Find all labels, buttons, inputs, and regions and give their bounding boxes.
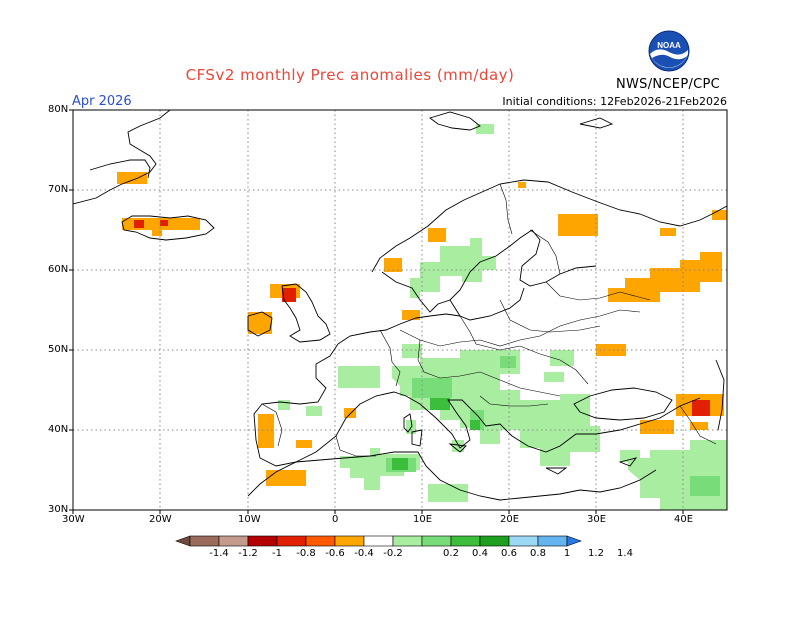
- colorbar-tick-label: -1.4: [209, 548, 229, 559]
- colorbar-tick-label: -1: [272, 548, 282, 559]
- chart-title: CFSv2 monthly Prec anomalies (mm/day): [185, 66, 515, 84]
- colorbar-tick-label: 1.2: [588, 548, 604, 559]
- lon-label: 10E: [413, 514, 433, 525]
- coastlines: [73, 110, 727, 501]
- lon-label: 40E: [674, 514, 694, 525]
- lat-label: 50N: [48, 344, 69, 355]
- lon-label: 0: [332, 514, 339, 525]
- lat-label: 70N: [48, 184, 69, 195]
- colorbar-tick-label: -0.8: [296, 548, 316, 559]
- colorbar-tick-label: -0.4: [354, 548, 374, 559]
- colorbar-tick-label: 0.2: [443, 548, 459, 559]
- strong-dry-patches: [134, 220, 710, 416]
- lon-label: 30W: [62, 514, 85, 525]
- logo-text: NOAA: [657, 41, 681, 50]
- grid-lines: [73, 110, 727, 510]
- lon-label: 20E: [500, 514, 520, 525]
- colorbar-tick-label: 0.6: [501, 548, 517, 559]
- colorbar-tick-label: 1: [563, 548, 571, 559]
- valid-month: Apr 2026: [72, 94, 132, 109]
- lat-label: 60N: [48, 264, 69, 275]
- map-frame: [72, 109, 728, 511]
- noaa-logo-icon: NOAA: [648, 30, 690, 72]
- wet-strong-patches: [392, 398, 480, 470]
- lon-label: 20W: [149, 514, 172, 525]
- agency-label: NWS/NCEP/CPC: [616, 77, 721, 92]
- lat-label: 30N: [48, 504, 69, 515]
- lat-label: 40N: [48, 424, 69, 435]
- lat-label: 80N: [48, 104, 69, 115]
- country-borders: [261, 183, 717, 457]
- lon-label: 30E: [587, 514, 607, 525]
- axis-ticks: [69, 109, 684, 514]
- colorbar-tick-label: 1.4: [617, 548, 633, 559]
- lon-label: 10W: [238, 514, 261, 525]
- initial-conditions: Initial conditions: 12Feb2026-21Feb2026: [502, 95, 727, 108]
- colorbar-tick-label: 0.4: [472, 548, 488, 559]
- colorbar-tick-label: -0.2: [383, 548, 403, 559]
- colorbar-tick-label: -0.6: [325, 548, 345, 559]
- colorbar-tick-label: -1.2: [238, 548, 258, 559]
- colorbar-tick-label: 0.8: [530, 548, 546, 559]
